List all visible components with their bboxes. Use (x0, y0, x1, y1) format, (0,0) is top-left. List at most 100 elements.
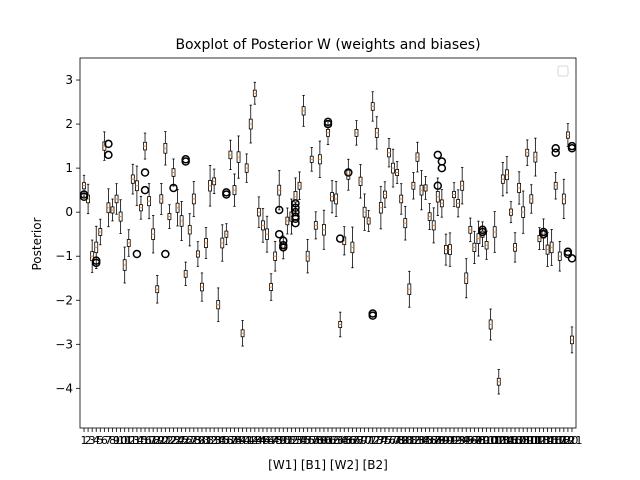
outlier-point (79, 190, 89, 199)
x-tick-label: 17 (142, 434, 156, 447)
y-tick-label: −3 (55, 337, 73, 351)
outlier-point (335, 234, 345, 243)
x-tick-label: 99 (476, 434, 490, 447)
outlier-point (91, 258, 101, 268)
x-tick-label: 3 (89, 434, 96, 447)
x-tick-label: 71 (362, 434, 376, 447)
x-tick-label: 44 (252, 434, 266, 447)
x-tick-label: 12 (122, 434, 136, 447)
outlier-point (433, 150, 443, 160)
x-tick-label: 104 (492, 434, 513, 447)
outlier-point (291, 218, 300, 228)
x-tick-label: 32 (203, 434, 217, 447)
x-tick-label: 64 (333, 434, 347, 447)
x-tick-label: 34 (211, 434, 225, 447)
outlier-point (291, 199, 300, 208)
x-tick-label: 92 (447, 434, 461, 447)
x-tick-label: 62 (325, 434, 339, 447)
x-tick-label: 113 (529, 434, 550, 447)
x-tick-label: 119 (553, 434, 574, 447)
x-tick-label: 38 (227, 434, 241, 447)
x-tick-label: 86 (423, 434, 437, 447)
x-tick-label: 95 (459, 434, 473, 447)
y-tick-label: −4 (55, 381, 73, 395)
x-tick-label: 61 (321, 434, 335, 447)
x-tick-label: 88 (431, 434, 445, 447)
x-tick-label: 50 (276, 434, 290, 447)
x-tick-label: 87 (427, 434, 441, 447)
x-tick-label: 41 (240, 434, 254, 447)
x-tick-label: 93 (451, 434, 465, 447)
chart-title: Boxplot of Posterior W (weights and bias… (175, 37, 480, 53)
outlier-point (140, 168, 150, 177)
outlier-point (551, 148, 560, 157)
outlier-point (437, 163, 447, 173)
outlier-point (539, 227, 548, 237)
x-tick-label: 4 (93, 434, 100, 447)
x-tick-label: 112 (525, 434, 546, 447)
x-tick-label: 77 (386, 434, 400, 447)
x-tick-label: 43 (248, 434, 262, 447)
x-tick-label: 22 (162, 434, 176, 447)
x-tick-label: 8 (109, 434, 116, 447)
x-tick-label: 90 (439, 434, 453, 447)
x-tick-label: 57 (305, 434, 319, 447)
x-tick-label: 30 (195, 434, 209, 447)
x-tick-label: 74 (374, 434, 388, 447)
x-tick-label: 11 (118, 434, 132, 447)
outlier-point (323, 117, 333, 127)
x-tick-label: 47 (264, 434, 278, 447)
x-tick-label: 72 (366, 434, 380, 447)
outlier-point (567, 144, 577, 153)
outlier-point (368, 311, 377, 320)
x-tick-label: 81 (402, 434, 416, 447)
x-tick-label: 9 (113, 434, 120, 447)
x-tick-label: 14 (130, 434, 144, 447)
outlier-point (291, 203, 300, 213)
x-tick-label: 65 (337, 434, 351, 447)
x-tick-label: 1 (81, 434, 88, 447)
x-tick-label: 60 (317, 434, 331, 447)
x-tick-label: 10 (114, 434, 128, 447)
x-tick-label: 97 (467, 434, 481, 447)
x-tick-label: 76 (382, 434, 396, 447)
x-tick-label: 49 (272, 434, 286, 447)
outlier-point (161, 249, 170, 259)
plot-area: −4−3−2−101231234567891011121314151617181… (55, 57, 582, 447)
x-tick-label: 63 (329, 434, 343, 447)
x-tick-label: 58 (309, 434, 323, 447)
x-tick-label: 5 (97, 434, 104, 447)
outlier-point (169, 183, 178, 193)
outlier-point (551, 144, 560, 153)
x-tick-label: 106 (500, 434, 521, 447)
x-tick-label: 39 (232, 434, 246, 447)
x-tick-label: 6 (101, 434, 108, 447)
x-tick-label: 45 (256, 434, 270, 447)
x-tick-label: 48 (268, 434, 282, 447)
x-tick-label: 19 (150, 434, 164, 447)
x-tick-label: 73 (370, 434, 384, 447)
y-tick-label: 0 (65, 205, 73, 219)
x-tick-label: 68 (349, 434, 363, 447)
x-tick-label: 101 (480, 434, 501, 447)
x-tick-label: 116 (541, 434, 562, 447)
x-tick-label: 15 (134, 434, 148, 447)
x-tick-label: 21 (158, 434, 172, 447)
x-tick-label: 94 (455, 434, 469, 447)
outlier-point (567, 254, 577, 263)
x-tick-label: 33 (207, 434, 221, 447)
x-tick-label: 7 (105, 434, 112, 447)
x-tick-label: 26 (179, 434, 193, 447)
x-axis-label: [W1] [B1] [W2] [B2] (268, 458, 388, 472)
x-tick-label: 118 (549, 434, 570, 447)
outlier-point (222, 190, 231, 199)
x-tick-label: 53 (288, 434, 302, 447)
y-axis-label: Posterior (30, 217, 44, 270)
x-tick-label: 18 (146, 434, 160, 447)
x-tick-label: 117 (545, 434, 566, 447)
x-tick-label: 13 (126, 434, 140, 447)
x-tick-label: 24 (171, 434, 185, 447)
outlier-point (132, 249, 142, 259)
y-tick-label: 3 (65, 73, 73, 87)
